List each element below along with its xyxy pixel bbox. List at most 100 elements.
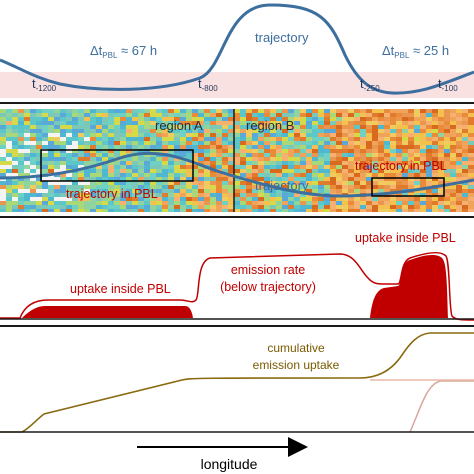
heatmap-cell (402, 113, 409, 118)
heatmap-cell (324, 133, 331, 138)
heatmap-cell (282, 193, 289, 198)
heatmap-cell (108, 125, 115, 130)
heatmap-cell (204, 205, 211, 210)
heatmap-cell (450, 137, 457, 142)
heatmap-cell (408, 181, 415, 186)
heatmap-cell (216, 141, 223, 146)
heatmap-cell (198, 137, 205, 142)
heatmap-cell (18, 145, 25, 150)
heatmap-cell (456, 129, 463, 134)
heatmap-cell (174, 157, 181, 162)
heatmap-cell (78, 145, 85, 150)
heatmap-cell (336, 169, 343, 174)
heatmap-cell (66, 165, 73, 170)
heatmap-cell (372, 185, 379, 190)
heatmap-cell (138, 133, 145, 138)
heatmap-cell (300, 193, 307, 198)
heatmap-cell (252, 133, 259, 138)
heatmap-cell (78, 197, 85, 202)
heatmap-cell (456, 149, 463, 154)
heatmap-cell (132, 173, 139, 178)
heatmap-cell (378, 173, 385, 178)
heatmap-cell (150, 165, 157, 170)
heatmap-cell (0, 181, 7, 186)
heatmap-cell (42, 161, 49, 166)
heatmap-cell (6, 169, 13, 174)
heatmap-cell (294, 153, 301, 158)
heatmap-cell (84, 117, 91, 122)
heatmap-cell (174, 205, 181, 210)
heatmap-cell (204, 133, 211, 138)
heatmap-cell (288, 209, 295, 212)
heatmap-cell (192, 149, 199, 154)
heatmap-cell (270, 173, 277, 178)
heatmap-cell (456, 169, 463, 174)
heatmap-cell (78, 185, 85, 190)
heatmap-cell (246, 153, 253, 158)
heatmap-cell (408, 149, 415, 154)
heatmap-cell (36, 125, 43, 130)
heatmap-cell (354, 121, 361, 126)
heatmap-cell (0, 161, 7, 166)
heatmap-cell (426, 165, 433, 170)
heatmap-cell (426, 169, 433, 174)
heatmap-cell (414, 201, 421, 206)
heatmap-cell (270, 161, 277, 166)
heatmap-cell (12, 209, 19, 212)
heatmap-cell (24, 181, 31, 186)
heatmap-cell (402, 197, 409, 202)
heatmap-cell (342, 113, 349, 118)
heatmap-cell (324, 201, 331, 206)
heatmap-cell (18, 189, 25, 194)
heatmap-cell (312, 149, 319, 154)
heatmap-cell (96, 117, 103, 122)
heatmap-cell (168, 149, 175, 154)
heatmap-cell (162, 125, 169, 130)
heatmap-cell (270, 145, 277, 150)
heatmap-cell (384, 181, 391, 186)
heatmap-cell (66, 133, 73, 138)
heatmap-cell (192, 181, 199, 186)
heatmap-cell (282, 129, 289, 134)
heatmap-cell (288, 133, 295, 138)
heatmap-cell (372, 129, 379, 134)
heatmap-cell (432, 165, 439, 170)
heatmap-cell (198, 181, 205, 186)
heatmap-cell (84, 141, 91, 146)
heatmap-cell (444, 141, 451, 146)
heatmap-cell (390, 145, 397, 150)
heatmap-cell (318, 177, 325, 182)
heatmap-cell (270, 209, 277, 212)
heatmap-cell (270, 177, 277, 182)
heatmap-cell (348, 145, 355, 150)
heatmap-cell (12, 117, 19, 122)
heatmap-cell (462, 161, 469, 166)
heatmap-cell (282, 121, 289, 126)
heatmap-cell (228, 109, 235, 114)
heatmap-cell (42, 109, 49, 114)
heatmap-cell (312, 129, 319, 134)
heatmap-cell (192, 145, 199, 150)
heatmap-cell (312, 109, 319, 114)
heatmap-cell (306, 121, 313, 126)
heatmap-cell (270, 165, 277, 170)
heatmap-cell (270, 137, 277, 142)
heatmap-cell (108, 121, 115, 126)
heatmap-cell (390, 209, 397, 212)
heatmap-cell (228, 185, 235, 190)
heatmap-cell (30, 129, 37, 134)
heatmap-cell (24, 201, 31, 206)
heatmap-cell (216, 205, 223, 210)
heatmap-cell (42, 141, 49, 146)
heatmap-cell (426, 121, 433, 126)
heatmap-cell (252, 113, 259, 118)
heatmap-cell (216, 133, 223, 138)
heatmap-cell (0, 125, 7, 130)
heatmap-cell (114, 169, 121, 174)
heatmap-cell (210, 173, 217, 178)
heatmap-cell (228, 157, 235, 162)
heatmap-cell (384, 157, 391, 162)
heatmap-cell (120, 197, 127, 202)
heatmap-cell (0, 157, 7, 162)
heatmap-cell (108, 161, 115, 166)
